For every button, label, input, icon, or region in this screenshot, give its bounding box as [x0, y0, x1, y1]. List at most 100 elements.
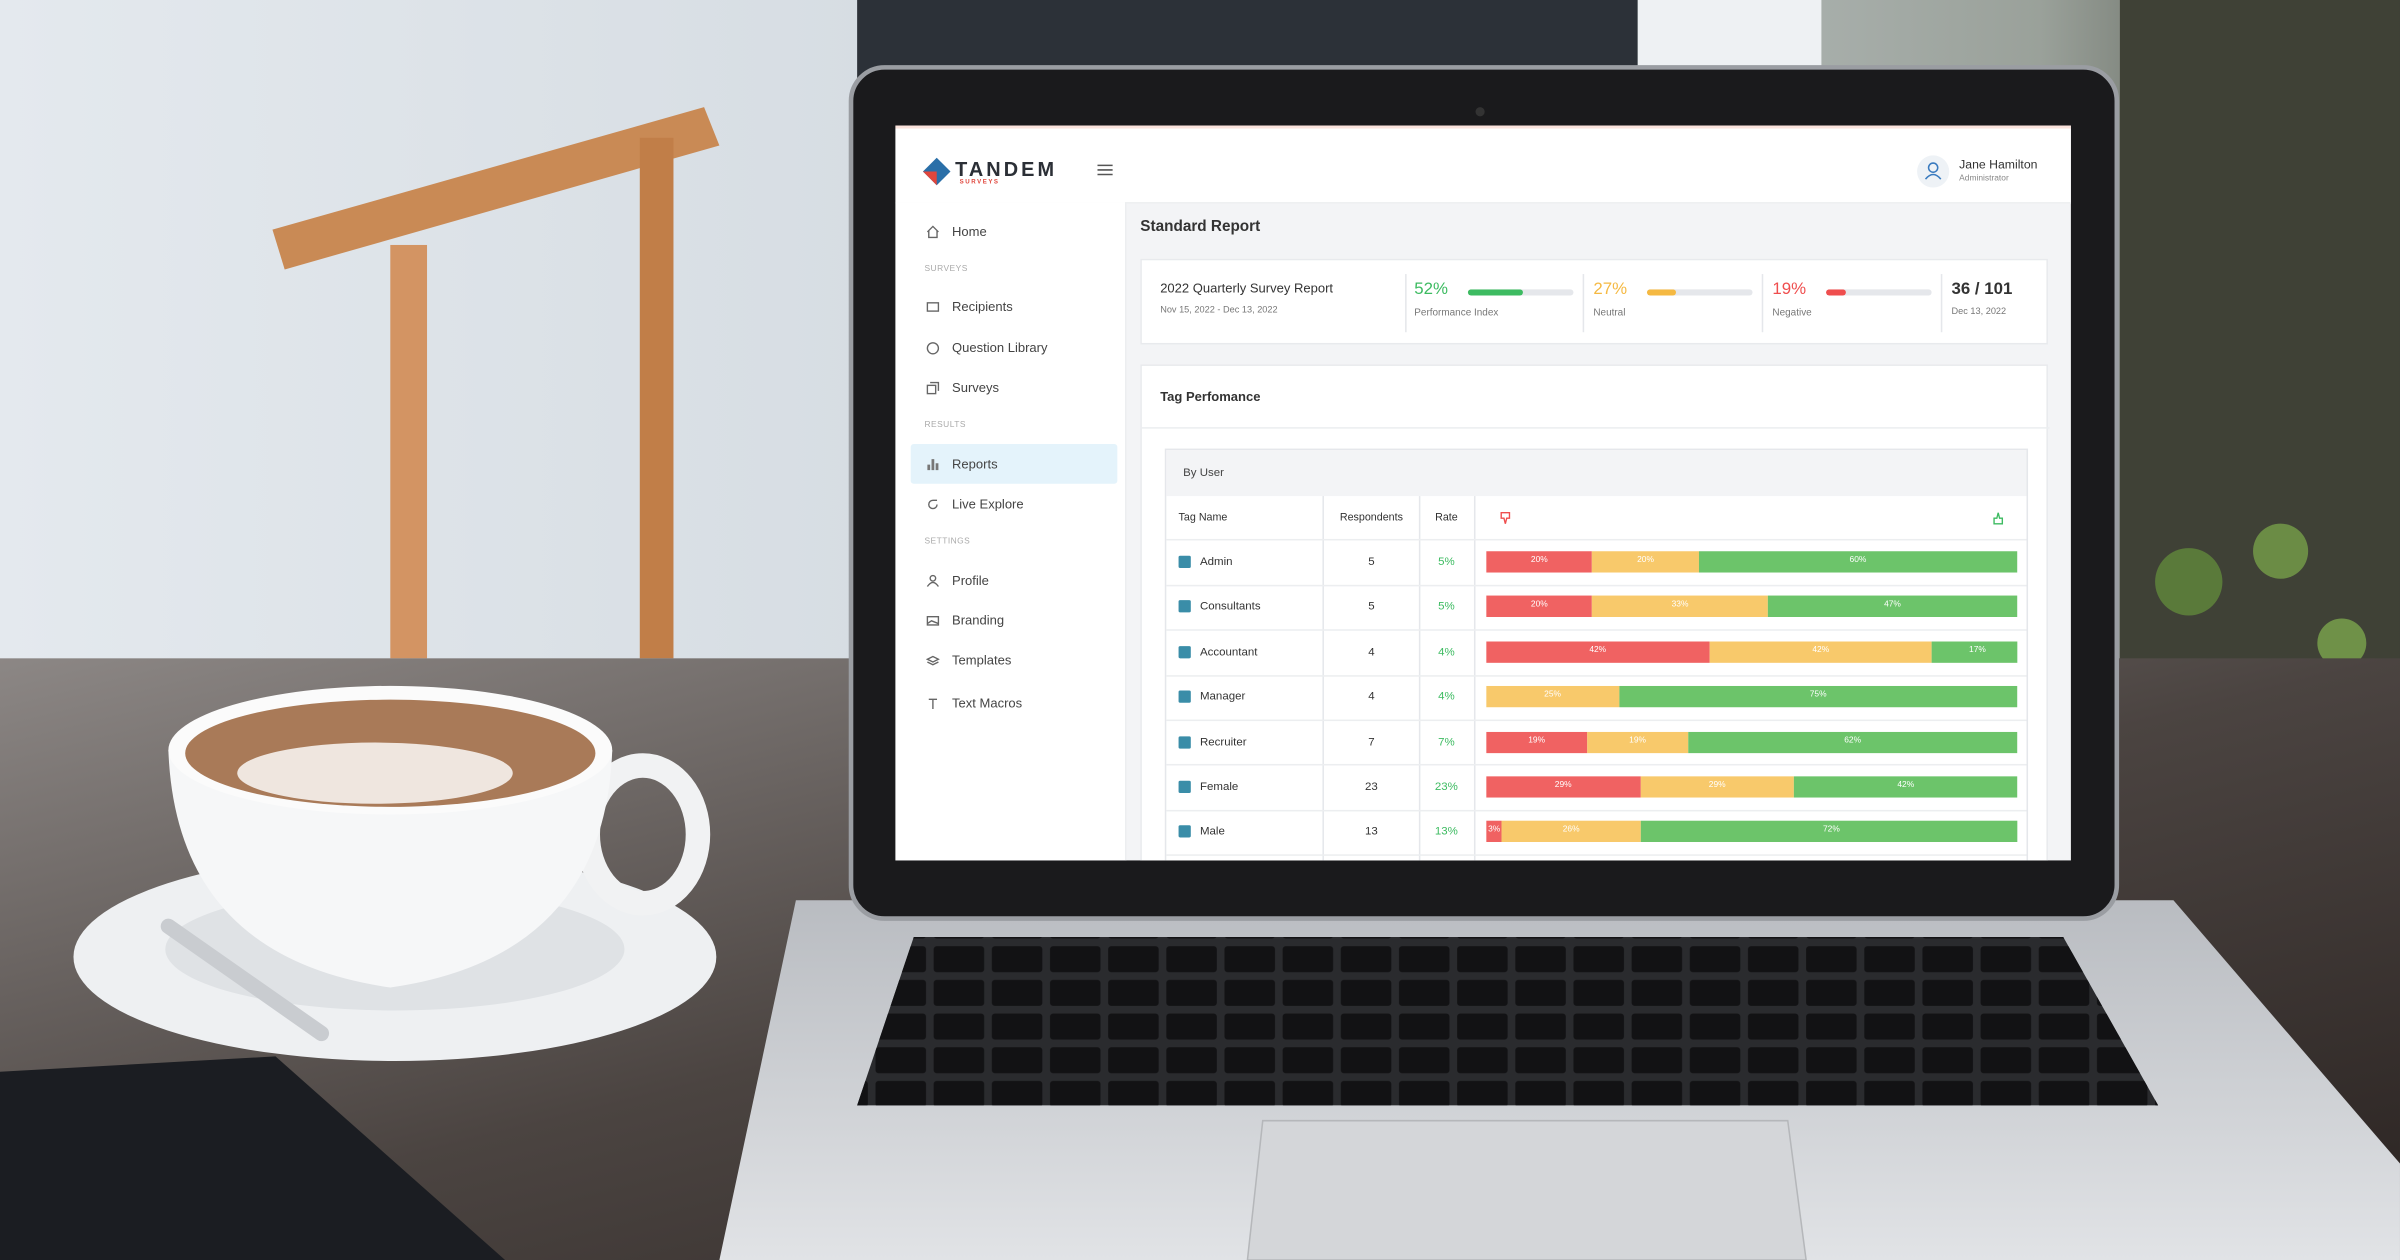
bar-segment: 19%: [1486, 731, 1588, 753]
count: 36 / 101: [1951, 280, 2013, 299]
segment-label: 42%: [1589, 645, 1607, 655]
segment-label: 29%: [1708, 780, 1726, 790]
section-title: RESULTS: [924, 421, 966, 431]
report-title[interactable]: 2022 Quarterly Survey Report: [1160, 280, 1334, 296]
menu-item[interactable]: Text Macros: [926, 692, 1022, 713]
stacked-bar: 29% 29% 42%: [1486, 776, 2018, 798]
menu-item[interactable]: Home: [926, 220, 987, 241]
card-title: Tag Perfomance: [1160, 388, 1261, 405]
bar-segment: 75%: [1618, 686, 2018, 708]
segment-label: 60%: [1849, 555, 1867, 565]
chair-leg: [390, 244, 428, 659]
bar-segment: 72%: [1640, 821, 2018, 843]
stacked-bar: 25% 75%: [1486, 686, 2018, 708]
menu-item[interactable]: Question Library: [926, 337, 1048, 358]
menu-label[interactable]: Live Explore: [952, 496, 1024, 512]
tag-swatch: [1178, 690, 1191, 704]
menu-label[interactable]: Profile: [952, 572, 989, 588]
tag-swatch: [1178, 780, 1191, 794]
menu-label[interactable]: Recipients: [952, 298, 1013, 314]
rate: 13%: [1434, 824, 1458, 839]
menu-label[interactable]: Home: [952, 223, 987, 239]
menu-label[interactable]: Branding: [952, 612, 1005, 628]
divider: [1405, 274, 1407, 333]
segment-label: 42%: [1812, 645, 1830, 655]
row-rule: [1166, 674, 2027, 676]
card-divider: [1141, 427, 2050, 429]
col-divider: [1322, 496, 1324, 861]
icon: [926, 574, 939, 587]
menu-label[interactable]: Text Macros: [952, 695, 1023, 711]
bar-segment: 20%: [1592, 551, 1699, 573]
icon: [926, 654, 940, 665]
segment-label: 26%: [1562, 825, 1580, 835]
divider: [1761, 274, 1764, 333]
user-name[interactable]: Jane Hamilton: [1959, 157, 2038, 172]
menu-label[interactable]: Reports: [952, 456, 998, 472]
segment-label: 19%: [1629, 735, 1646, 745]
row-rule: [1166, 854, 2027, 856]
metric-bar: [1467, 289, 1523, 296]
icon: [926, 224, 939, 238]
icon: [926, 615, 940, 625]
column-header: Respondents: [1339, 512, 1403, 524]
trackpad: [1246, 1119, 1807, 1260]
page-title: Standard Report: [1140, 218, 1261, 236]
metric-track: [1826, 289, 1932, 296]
keys: [857, 936, 2159, 1106]
bar-segment: 60%: [1698, 551, 2018, 573]
menu-label[interactable]: Question Library: [952, 339, 1048, 356]
menu-item[interactable]: Surveys: [926, 377, 999, 398]
tag-swatch: [1178, 825, 1191, 839]
logo-sub: SURVEYS: [959, 177, 1000, 186]
stacked-bar: 20% 33% 47%: [1486, 596, 2018, 618]
menu-item[interactable]: Recipients: [926, 295, 1013, 316]
tag-card: Tag Perfomance By User Tag Name Responde…: [1140, 364, 2050, 861]
row-rule: [1166, 719, 2027, 721]
bar-segment: 17%: [1932, 641, 2018, 663]
menu-label[interactable]: Surveys: [952, 379, 1000, 395]
column-header: Tag Name: [1178, 512, 1228, 524]
phone: [0, 1056, 506, 1260]
segment-label: 47%: [1884, 600, 1901, 610]
segment-label: 33%: [1671, 600, 1689, 610]
leaf: [2155, 548, 2223, 616]
stacked-bar: 19% 19% 62%: [1486, 731, 2018, 753]
tag-swatch: [1178, 555, 1191, 569]
menu-label[interactable]: Templates: [952, 652, 1012, 668]
metric-track: [1467, 289, 1574, 296]
respondents: 7: [1368, 734, 1375, 749]
menu-item[interactable]: Reports: [926, 453, 998, 474]
icon: [928, 697, 938, 709]
thumb-up[interactable]: [1991, 511, 2005, 525]
divider: [1940, 274, 1943, 333]
icon: [928, 498, 938, 509]
bar-segment: 26%: [1502, 821, 1641, 843]
leaf: [2253, 523, 2309, 579]
segment-label: 20%: [1637, 555, 1654, 565]
rate: 7%: [1438, 734, 1455, 749]
thumb-down[interactable]: [1498, 511, 1512, 525]
avatar[interactable]: [1916, 155, 1950, 189]
tag-name: Recruiter: [1199, 734, 1247, 749]
menu-item[interactable]: Branding: [926, 609, 1004, 630]
metric-track: [1646, 289, 1753, 296]
bar-segment: 33%: [1592, 596, 1768, 618]
rate: 4%: [1438, 644, 1455, 659]
menu-item[interactable]: Live Explore: [926, 493, 1024, 514]
bar-segment: 20%: [1486, 551, 1593, 573]
tag-name: Consultants: [1199, 599, 1261, 613]
logo[interactable]: TANDEM: [955, 157, 1058, 181]
menu-item[interactable]: Profile: [926, 570, 989, 591]
segment-label: 75%: [1809, 690, 1827, 700]
chair-leg: [639, 137, 674, 659]
bar-segment: 42%: [1709, 641, 1933, 663]
bar-segment: 20%: [1486, 596, 1593, 618]
menu-toggle[interactable]: [1097, 164, 1113, 176]
col-divider: [1473, 496, 1476, 861]
bar-segment: 3%: [1486, 821, 1503, 843]
segment-label: 62%: [1844, 735, 1862, 745]
tag-name: Accountant: [1199, 644, 1258, 659]
bar-segment: 19%: [1587, 731, 1689, 753]
menu-item[interactable]: Templates: [926, 649, 1011, 670]
